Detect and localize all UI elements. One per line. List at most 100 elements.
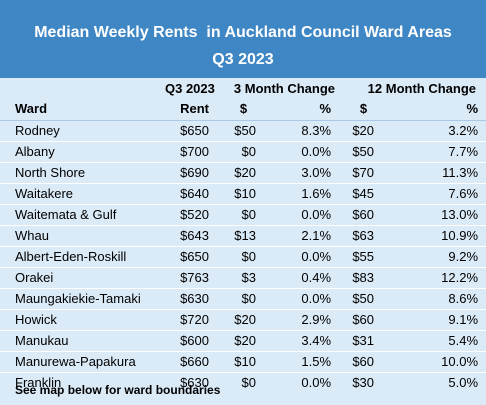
table-title: Median Weekly Rents in Auckland Council … <box>34 24 452 41</box>
cell-3m-dollar: $10 <box>215 182 272 204</box>
cell-12m-dollar: $30 <box>339 371 389 393</box>
cell-rent: $650 <box>165 245 215 267</box>
cell-3m-dollar: $0 <box>215 287 272 309</box>
cell-3m-percent: 0.0% <box>272 371 340 393</box>
cell-3m-dollar: $50 <box>215 119 272 141</box>
cell-rent: $660 <box>165 350 215 372</box>
cell-12m-dollar: $50 <box>339 140 389 162</box>
cell-ward: Orakei <box>0 266 165 288</box>
cell-ward: Waitakere <box>0 182 165 204</box>
cell-ward: Manurewa-Papakura <box>0 350 165 372</box>
cell-3m-dollar: $3 <box>215 266 272 288</box>
table-row: North Shore $690 $20 3.0% $70 11.3% <box>0 161 486 183</box>
header-3-month-change: 3 Month Change <box>233 80 336 96</box>
cell-12m-dollar: $20 <box>339 119 389 141</box>
cell-3m-dollar: $10 <box>215 350 272 372</box>
cell-3m-dollar: $0 <box>215 140 272 162</box>
cell-ward: North Shore <box>0 161 165 183</box>
cell-rent: $763 <box>165 266 215 288</box>
header-3m-dollar: $ <box>239 101 248 117</box>
cell-12m-dollar: $50 <box>339 287 389 309</box>
footnote: See map below for ward boundaries <box>15 383 221 397</box>
cell-rent: $700 <box>165 140 215 162</box>
cell-12m-dollar: $55 <box>339 245 389 267</box>
cell-3m-percent: 1.6% <box>272 182 340 204</box>
cell-12m-dollar: $60 <box>339 203 389 225</box>
cell-12m-percent: 7.6% <box>388 182 486 204</box>
cell-12m-percent: 10.9% <box>388 224 486 246</box>
table-row: Whau $643 $13 2.1% $63 10.9% <box>0 224 486 246</box>
table-row: Orakei $763 $3 0.4% $83 12.2% <box>0 266 486 288</box>
cell-3m-percent: 0.0% <box>272 203 340 225</box>
cell-rent: $600 <box>165 329 215 351</box>
cell-3m-percent: 0.0% <box>272 245 340 267</box>
table-row: Rodney $650 $50 8.3% $20 3.2% <box>0 119 486 141</box>
header-rent: Rent <box>180 101 209 117</box>
cell-12m-dollar: $60 <box>339 350 389 372</box>
cell-rent: $520 <box>165 203 215 225</box>
cell-3m-dollar: $0 <box>215 245 272 267</box>
cell-3m-dollar: $20 <box>215 329 272 351</box>
header-3m-percent: % <box>319 101 332 117</box>
header-12m-percent: % <box>466 101 479 117</box>
table-row: Franklin $630 $0 0.0% $30 5.0% <box>0 371 486 393</box>
cell-rent: $720 <box>165 308 215 330</box>
cell-rent: $630 <box>165 287 215 309</box>
table-body: Rodney $650 $50 8.3% $20 3.2% Albany $700 $0 0.0%… <box>0 119 486 393</box>
cell-rent: $630 <box>165 371 215 393</box>
cell-ward: Maungakiekie-Tamaki <box>0 287 165 309</box>
cell-12m-percent: 11.3% <box>388 161 486 183</box>
cell-12m-percent: 12.2% <box>388 266 486 288</box>
cell-3m-percent: 3.4% <box>272 329 340 351</box>
cell-3m-dollar: $0 <box>215 203 272 225</box>
cell-12m-dollar: $83 <box>339 266 389 288</box>
cell-3m-percent: 3.0% <box>272 161 340 183</box>
cell-rent: $690 <box>165 161 215 183</box>
cell-ward: Howick <box>0 308 165 330</box>
header-ward: Ward <box>15 101 48 117</box>
cell-ward: Franklin <box>0 371 165 393</box>
header-12m-dollar: $ <box>359 101 368 117</box>
header-q3-2023: Q3 2023 <box>165 80 215 96</box>
table-row: Albert-Eden-Roskill $650 $0 0.0% $55 9.2% <box>0 245 486 267</box>
cell-3m-percent: 2.1% <box>272 224 340 246</box>
cell-12m-dollar: $70 <box>339 161 389 183</box>
cell-3m-dollar: $20 <box>215 308 272 330</box>
table-subtitle: Q3 2023 <box>212 51 274 68</box>
cell-3m-dollar: $20 <box>215 161 272 183</box>
cell-12m-percent: 7.7% <box>388 140 486 162</box>
cell-rent: $643 <box>165 224 215 246</box>
rent-table: Q3 2023 3 Month Change 12 Month Change W… <box>0 78 486 393</box>
cell-ward: Whau <box>0 224 165 246</box>
cell-12m-percent: 5.0% <box>388 371 486 393</box>
header-blank <box>0 78 165 99</box>
cell-12m-dollar: $60 <box>339 308 389 330</box>
cell-12m-percent: 9.2% <box>388 245 486 267</box>
title-banner: Median Weekly Rents in Auckland Council … <box>0 0 486 78</box>
cell-12m-percent: 13.0% <box>388 203 486 225</box>
cell-ward: Waitemata & Gulf <box>0 203 165 225</box>
cell-ward: Albany <box>0 140 165 162</box>
table-row: Manukau $600 $20 3.4% $31 5.4% <box>0 329 486 351</box>
cell-3m-percent: 0.0% <box>272 287 340 309</box>
cell-3m-dollar: $0 <box>215 371 272 393</box>
cell-rent: $650 <box>165 119 215 141</box>
cell-3m-percent: 0.4% <box>272 266 340 288</box>
table-row: Waitemata & Gulf $520 $0 0.0% $60 13.0% <box>0 203 486 225</box>
cell-ward: Rodney <box>0 119 165 141</box>
table-row: Albany $700 $0 0.0% $50 7.7% <box>0 140 486 162</box>
cell-12m-dollar: $31 <box>339 329 389 351</box>
cell-12m-percent: 5.4% <box>388 329 486 351</box>
cell-ward: Albert-Eden-Roskill <box>0 245 165 267</box>
cell-12m-percent: 9.1% <box>388 308 486 330</box>
table-row: Maungakiekie-Tamaki $630 $0 0.0% $50 8.6% <box>0 287 486 309</box>
cell-3m-percent: 0.0% <box>272 140 340 162</box>
cell-3m-percent: 1.5% <box>272 350 340 372</box>
cell-3m-percent: 8.3% <box>272 119 340 141</box>
cell-12m-dollar: $63 <box>339 224 389 246</box>
cell-12m-percent: 10.0% <box>388 350 486 372</box>
table-row: Manurewa-Papakura $660 $10 1.5% $60 10.0% <box>0 350 486 372</box>
cell-12m-dollar: $45 <box>339 182 389 204</box>
cell-3m-percent: 2.9% <box>272 308 340 330</box>
